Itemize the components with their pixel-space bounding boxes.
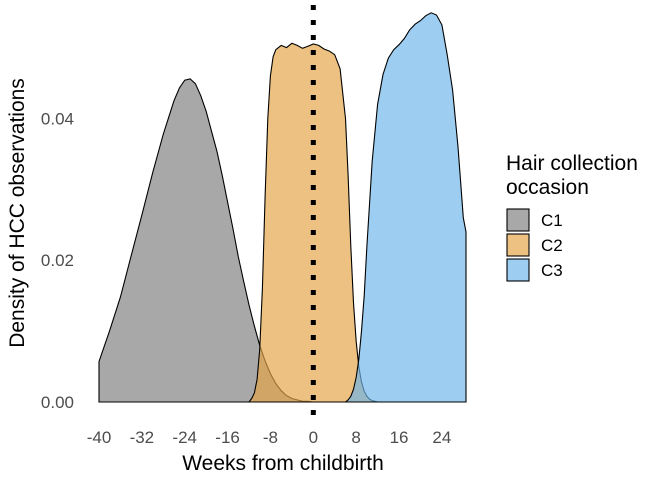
x-axis-title: Weeks from childbirth: [182, 452, 384, 475]
legend-swatch-c1: [506, 208, 530, 232]
legend-label-c1: C1: [541, 211, 563, 230]
plot-area: [98, 5, 467, 421]
legend-title-line-1: Hair collection: [506, 152, 638, 175]
x-tick-label: -32: [130, 428, 155, 447]
y-tick-label: 0.02: [41, 251, 74, 270]
x-tick-label: -40: [87, 428, 112, 447]
x-tick-label: -8: [263, 428, 278, 447]
density-area-c3: [343, 12, 467, 403]
legend-items: C1 C2 C3: [506, 208, 563, 282]
y-tick-label: 0.04: [41, 109, 74, 128]
x-tick-label: 16: [390, 428, 409, 447]
y-axis-title: Density of HCC observations: [6, 78, 29, 348]
y-axis-ticks: 0.00 0.02 0.04: [41, 109, 74, 412]
legend-label-c3: C3: [541, 261, 563, 280]
x-tick-label: -16: [215, 428, 240, 447]
y-tick-label: 0.00: [41, 393, 74, 412]
legend-title-line-2: occasion: [506, 176, 589, 199]
x-tick-label: -24: [172, 428, 197, 447]
x-tick-label: 8: [351, 428, 360, 447]
x-axis-ticks: -40 -32 -24 -16 -8 0 8 16 24: [87, 428, 452, 447]
x-tick-label: 24: [432, 428, 451, 447]
legend-swatch-c2: [506, 233, 530, 257]
legend-swatch-c3: [506, 258, 530, 282]
legend: Hair collection occasion C1 C2 C3: [506, 152, 638, 282]
x-tick-label: 0: [309, 428, 318, 447]
legend-label-c2: C2: [541, 236, 563, 255]
